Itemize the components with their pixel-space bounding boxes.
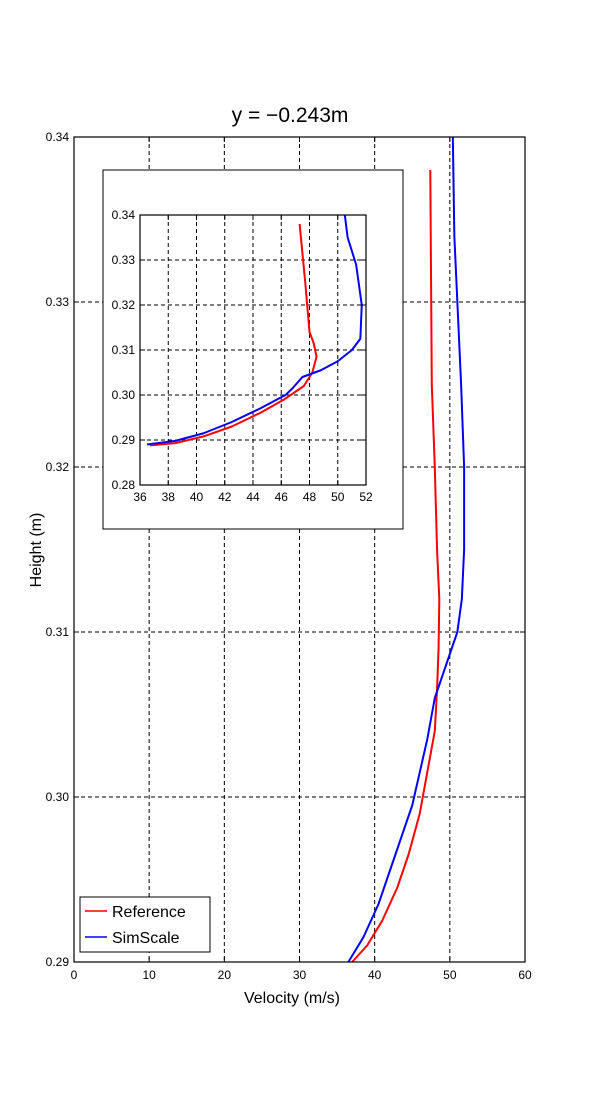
legend-box: [79, 896, 211, 953]
inset-x-tick-label: 40: [190, 490, 204, 504]
y-axis-label: Height (m): [28, 513, 45, 588]
main-x-tick-label: 40: [368, 968, 382, 982]
main-y-tick-label: 0.29: [46, 955, 70, 969]
inset-x-tick-label: 48: [303, 490, 317, 504]
main-x-tick-label: 60: [518, 968, 532, 982]
main-x-tick-label: 50: [443, 968, 457, 982]
main-series-line-reference: [351, 169, 441, 963]
main-y-tick-label: 0.31: [46, 625, 70, 639]
legend-label-reference: Reference: [112, 904, 186, 921]
main-x-tick-label: 10: [142, 968, 156, 982]
inset-y-tick-label: 0.30: [112, 388, 136, 402]
legend-label-simscale: SimScale: [112, 930, 180, 947]
chart-title: y = −0.243m: [232, 104, 349, 127]
inset-y-tick-label: 0.34: [112, 208, 136, 222]
x-axis-label: Velocity (m/s): [244, 990, 340, 1007]
main-x-tick-label: 0: [71, 968, 78, 982]
inset-y-tick-label: 0.29: [112, 433, 136, 447]
main-y-tick-label: 0.32: [46, 460, 70, 474]
inset-x-tick-label: 44: [246, 490, 260, 504]
main-y-tick-label: 0.33: [46, 295, 70, 309]
inset-x-tick-label: 50: [331, 490, 345, 504]
main-series-line-simscale: [347, 136, 466, 963]
inset-x-tick-label: 52: [359, 490, 373, 504]
inset-y-tick-label: 0.31: [112, 343, 136, 357]
inset-x-tick-label: 36: [133, 490, 147, 504]
inset-y-tick-label: 0.32: [112, 298, 136, 312]
main-x-tick-label: 30: [293, 968, 307, 982]
main-x-tick-label: 20: [218, 968, 232, 982]
inset-x-tick-label: 46: [275, 490, 289, 504]
inset-y-tick-label: 0.28: [112, 478, 136, 492]
main-y-tick-label: 0.34: [46, 130, 70, 144]
inset-x-tick-label: 42: [218, 490, 232, 504]
inset-series-line-reference: [149, 223, 318, 447]
inset-y-tick-label: 0.33: [112, 253, 136, 267]
main-y-tick-label: 0.30: [46, 790, 70, 804]
inset-series-line-simscale: [146, 214, 363, 446]
inset-x-tick-label: 38: [162, 490, 176, 504]
